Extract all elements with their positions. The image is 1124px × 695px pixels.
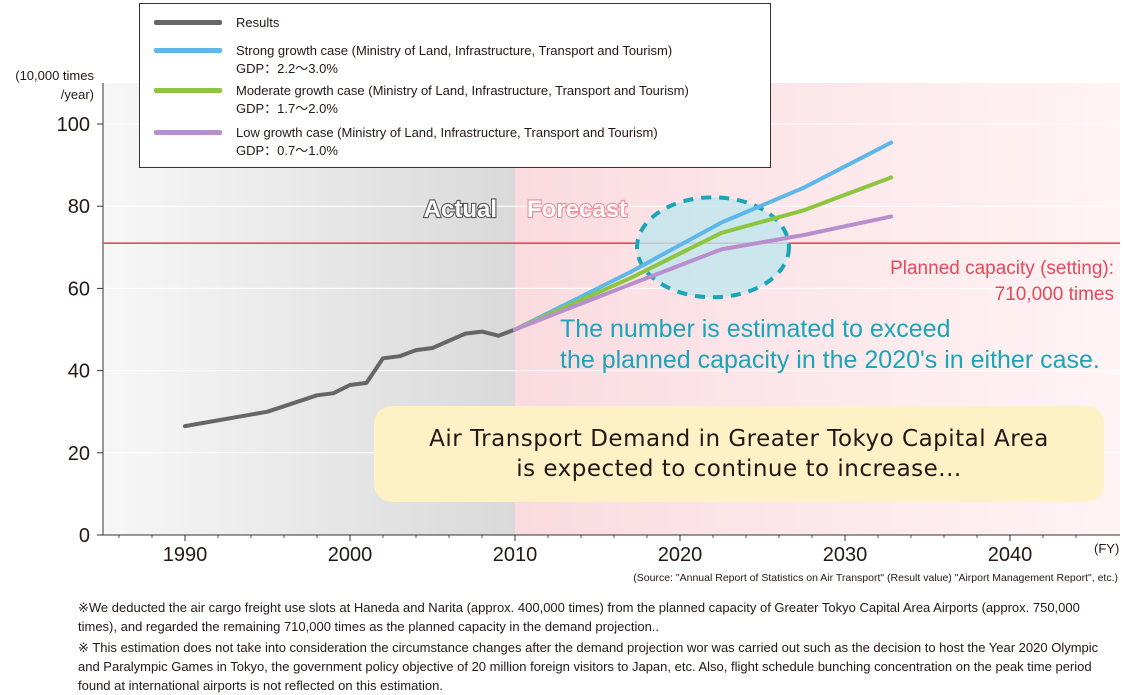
legend-label: Strong growth case (Ministry of Land, In… <box>236 43 673 58</box>
callout-line-2: is expected to continue to increase... <box>516 456 962 482</box>
x-axis-unit: (FY) <box>1094 541 1120 556</box>
source-citation: (Source: "Annual Report of Statistics on… <box>633 572 1118 584</box>
y-axis-unit: (10,000 times/year) <box>2 66 94 104</box>
estimate-line-1: The number is estimated to exceed <box>560 315 951 343</box>
legend-note: GDP：2.2〜3.0% <box>236 61 338 76</box>
demand-callout: Air Transport Demand in Greater Tokyo Ca… <box>374 406 1104 502</box>
legend-note: GDP：0.7〜1.0% <box>236 143 338 158</box>
y-tick-label: 20 <box>68 443 90 465</box>
y-tick-label: 40 <box>68 361 90 383</box>
estimate-annotation: The number is estimated to exceed the pl… <box>560 314 1100 376</box>
x-tick-label: 2010 <box>493 544 538 566</box>
legend-swatch <box>154 88 222 93</box>
legend-swatch <box>154 48 222 53</box>
x-tick-label: 2030 <box>823 544 868 566</box>
x-tick-label: 2020 <box>658 544 703 566</box>
x-tick-label: 2000 <box>328 544 373 566</box>
y-tick-label: 60 <box>68 278 90 300</box>
y-tick-label: 100 <box>57 114 90 136</box>
callout-line-1: Air Transport Demand in Greater Tokyo Ca… <box>429 426 1049 452</box>
legend-label: Low growth case (Ministry of Land, Infra… <box>236 125 658 140</box>
y-tick-label: 0 <box>79 525 90 547</box>
legend-label: Results <box>236 15 280 30</box>
legend: Results Strong growth case (Ministry of … <box>139 3 771 168</box>
highlight-ellipse <box>635 195 791 300</box>
forecast-label: Forecast <box>527 196 627 223</box>
y-axis-unit-line: (10,000 times <box>15 68 94 83</box>
x-tick-label: 2040 <box>988 544 1033 566</box>
legend-swatch <box>154 20 222 25</box>
footnote-1: ※We deducted the air cargo freight use s… <box>78 600 1080 634</box>
capacity-label: Planned capacity (setting): 710,000 time… <box>890 256 1114 308</box>
x-tick-label: 1990 <box>163 544 208 566</box>
capacity-label-text: Planned capacity (setting): <box>890 258 1114 279</box>
series-low-line <box>513 214 894 332</box>
legend-note: GDP：1.7〜2.0% <box>236 101 338 116</box>
y-tick-label: 80 <box>68 196 90 218</box>
series-moderate-line <box>513 175 894 332</box>
legend-label: Moderate growth case (Ministry of Land, … <box>236 83 689 98</box>
y-axis-unit-line: /year) <box>60 87 94 102</box>
footnote-2: ※ This estimation does not take into con… <box>78 640 1099 693</box>
series-results-line <box>183 327 517 429</box>
estimate-line-2: the planned capacity in the 2020's in ei… <box>560 346 1100 374</box>
legend-swatch <box>154 130 222 135</box>
actual-label: Actual <box>424 196 497 223</box>
series-strong-line <box>513 140 894 332</box>
capacity-label-value: 710,000 times <box>994 284 1114 305</box>
